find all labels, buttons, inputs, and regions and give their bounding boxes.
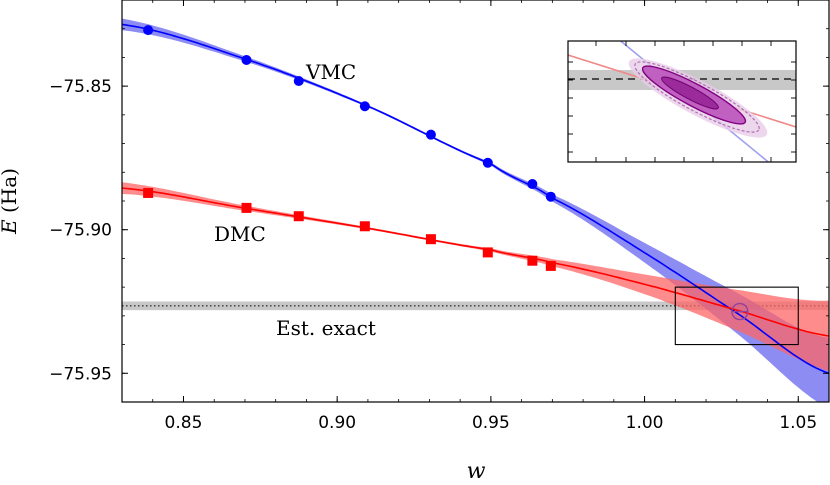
- dmc-point: [293, 211, 304, 222]
- dmc-point: [425, 234, 436, 245]
- vmc-label: VMC: [305, 60, 356, 84]
- vmc-point: [545, 191, 556, 202]
- inset-plot: [567, 40, 797, 163]
- x-tick-label: 1.00: [626, 413, 664, 433]
- vmc-point: [482, 157, 493, 168]
- x-tick-label: 0.95: [472, 413, 510, 433]
- marker-layer: [143, 25, 749, 321]
- y-tick-label: −75.90: [49, 221, 112, 241]
- dmc-point: [527, 255, 538, 266]
- tick-layer: 0.85 0.90 0.95 1.00 1.05 −75.85 −75.90 −75.95: [49, 0, 830, 433]
- y-axis-label: E (Ha): [0, 168, 21, 235]
- band-layer: [122, 18, 829, 402]
- zoom-box: [674, 286, 799, 346]
- inset-frame: [567, 40, 797, 163]
- vmc-fit-line: [122, 23, 829, 375]
- exact-label: Est. exact: [276, 316, 376, 340]
- inset-contour-inner: [661, 76, 719, 110]
- vmc-point: [143, 25, 154, 36]
- vmc-point: [293, 75, 304, 86]
- dmc-point: [482, 247, 493, 258]
- line-layer: [122, 23, 829, 375]
- dmc-point: [359, 221, 370, 232]
- dmc-point: [545, 260, 556, 271]
- y-tick-label: −75.85: [49, 77, 112, 97]
- dmc-label: DMC: [214, 222, 266, 246]
- inset-content: [568, 41, 796, 162]
- vmc-point: [425, 129, 436, 140]
- dmc-error-band: [122, 182, 829, 372]
- x-tick-label: 0.90: [318, 413, 356, 433]
- x-tick-label: 0.85: [165, 413, 203, 433]
- x-axis-label: w: [467, 459, 486, 484]
- dmc-point: [143, 187, 154, 198]
- vmc-point: [359, 101, 370, 112]
- y-axis-label-unit: (Ha): [0, 168, 21, 213]
- vmc-point: [527, 179, 538, 190]
- x-tick-label: 1.05: [779, 413, 817, 433]
- dmc-point: [241, 202, 252, 213]
- y-axis-label-var: E: [0, 219, 21, 235]
- inset-ticks: [568, 41, 796, 162]
- dmc-fit-line: [122, 187, 829, 337]
- vmc-point: [241, 55, 252, 66]
- y-tick-label: −75.95: [49, 364, 112, 384]
